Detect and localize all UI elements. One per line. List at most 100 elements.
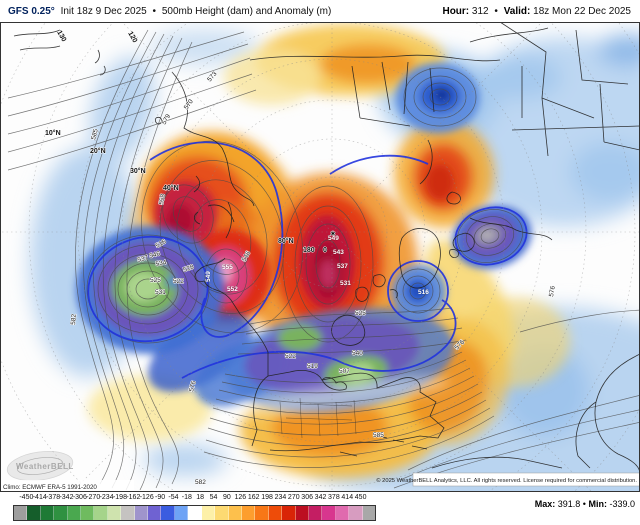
colorbar-strip: -450 -414 -378 -342 -306 -270 -234 -198 -162 -126… <box>0 492 640 525</box>
watermark-text: WeatherBELL <box>16 462 74 471</box>
max-label: Max: <box>534 499 556 509</box>
colorbar-tick: 378 <box>328 494 340 501</box>
copyright-text: © 2025 WeatherBELL Analytics, LLC. All r… <box>376 477 637 484</box>
product-title: GFS 0.25° Init 18z 9 Dec 2025 • 500mb He… <box>0 6 334 17</box>
product-name: 500mb Height (dam) and Anomaly (m) <box>161 5 332 17</box>
colorbar-tick: -378 <box>46 494 61 501</box>
colorbar-segment <box>335 506 350 520</box>
colorbar-tick: -450 <box>19 494 34 501</box>
colorbar-segment <box>322 506 336 520</box>
valid-value: 18z Mon 22 Dec 2025 <box>533 5 631 17</box>
contour-label: 576 <box>548 285 557 297</box>
valid-label: Valid: <box>503 5 531 17</box>
colorbar-tick: -162 <box>126 494 141 501</box>
colorbar <box>13 505 376 521</box>
contour-label: 531 <box>155 289 166 296</box>
valid-title: Hour: 312 • Valid: 18z Mon 22 Dec 2025 <box>442 6 640 17</box>
title-bar: GFS 0.25° Init 18z 9 Dec 2025 • 500mb He… <box>0 0 640 22</box>
contour-label: 528 <box>182 263 195 273</box>
contour-label: 522 <box>173 278 184 285</box>
colorbar-tick: 198 <box>261 494 273 501</box>
colorbar-tick: 234 <box>274 494 287 501</box>
colorbar-segment <box>362 506 375 520</box>
thick-blue-contour <box>87 141 528 379</box>
contour-label: 558 <box>158 193 167 205</box>
coastlines <box>13 22 640 475</box>
contour-label: 507 <box>339 368 350 375</box>
colorbar-segment <box>215 506 229 520</box>
min-value: -339.0 <box>609 499 635 509</box>
colorbar-segment <box>241 506 256 520</box>
colorbar-segment <box>188 506 202 520</box>
contour-label: 537 <box>337 263 348 270</box>
colorbar-segment <box>27 506 41 520</box>
contour-label: 549 <box>328 235 339 242</box>
contour-label: 552 <box>227 286 238 293</box>
contour-label: 540 <box>352 350 363 357</box>
colorbar-segment <box>228 506 242 520</box>
contour-label: 543 <box>333 249 344 256</box>
hour-value: 312 <box>471 5 489 17</box>
contour-label: 582 <box>70 313 78 325</box>
colorbar-segment <box>54 506 68 520</box>
title-separator: • <box>152 5 157 17</box>
colorbar-tick: 342 <box>314 494 327 501</box>
maxmin-separator: • <box>582 499 586 509</box>
contour-label: 582 <box>195 479 206 486</box>
hour-label: Hour: <box>442 5 470 17</box>
colorbar-tick: 18 <box>196 494 205 501</box>
colorbar-tick: 414 <box>341 494 354 501</box>
contour-label: 576 <box>188 380 198 393</box>
colorbar-tick: -54 <box>168 494 179 501</box>
colorbar-tick: -126 <box>139 494 154 501</box>
contour-label: 537 <box>137 254 150 264</box>
colorbar-tick: 126 <box>234 494 247 501</box>
init-time: Init 18z 9 Dec 2025 <box>60 5 147 17</box>
colorbar-tick: 162 <box>247 494 260 501</box>
colorbar-tick: -234 <box>99 494 114 501</box>
lat-lon-label: 0 <box>323 247 327 254</box>
contour-label: 585 <box>90 128 100 141</box>
lat-lon-label: ✶ <box>330 230 336 238</box>
colorbar-tick: -342 <box>59 494 74 501</box>
colorbar-segment <box>107 506 122 520</box>
colorbar-tick: -198 <box>112 494 127 501</box>
contour-label: 522 <box>285 353 296 360</box>
lat-lon-label: 80°N <box>278 237 294 245</box>
contour-label: 516 <box>418 289 429 296</box>
colorbar-segment <box>349 506 363 520</box>
contour-label: 534 <box>155 259 167 268</box>
neutral-band <box>231 376 449 416</box>
colorbar-segment <box>268 506 283 520</box>
colorbar-segment <box>282 506 296 520</box>
valid-separator: • <box>494 5 498 17</box>
climo-bg <box>0 480 134 492</box>
colorbar-segment <box>308 506 323 520</box>
colorbar-tick: -270 <box>86 494 101 501</box>
max-value: 391.8 <box>557 499 581 509</box>
colorbar-segment <box>14 506 28 520</box>
lat-lon-label: 40°N <box>163 184 179 192</box>
colorbar-tick: -90 <box>155 494 166 501</box>
lat-lon-label: 20°N <box>90 147 106 155</box>
climo-text: Climo: ECMWF ERA-5 1991-2020 <box>3 484 97 491</box>
colorbar-segment <box>148 506 162 520</box>
min-label: Min: <box>588 499 607 509</box>
max-min-readout: Max: 391.8 • Min: -339.0 <box>535 499 635 509</box>
colorbar-segment <box>121 506 135 520</box>
colorbar-tick: 450 <box>354 494 367 501</box>
graticule <box>0 22 640 492</box>
colorbar-tick: 306 <box>301 494 313 501</box>
colorbar-segment <box>40 506 55 520</box>
colorbar-segment <box>67 506 82 520</box>
contour-label: 525 <box>150 277 161 284</box>
lat-lon-label: 10°N <box>45 129 61 137</box>
colorbar-tick: -18 <box>181 494 192 501</box>
contour-label: 555 <box>222 264 233 271</box>
colorbar-segment <box>255 506 269 520</box>
map-area: 585 579 570 573 558 546 537 534 525 531 522 528 516 5… <box>0 22 640 492</box>
colorbar-segment <box>81 506 95 520</box>
contour-label: 531 <box>340 280 351 287</box>
